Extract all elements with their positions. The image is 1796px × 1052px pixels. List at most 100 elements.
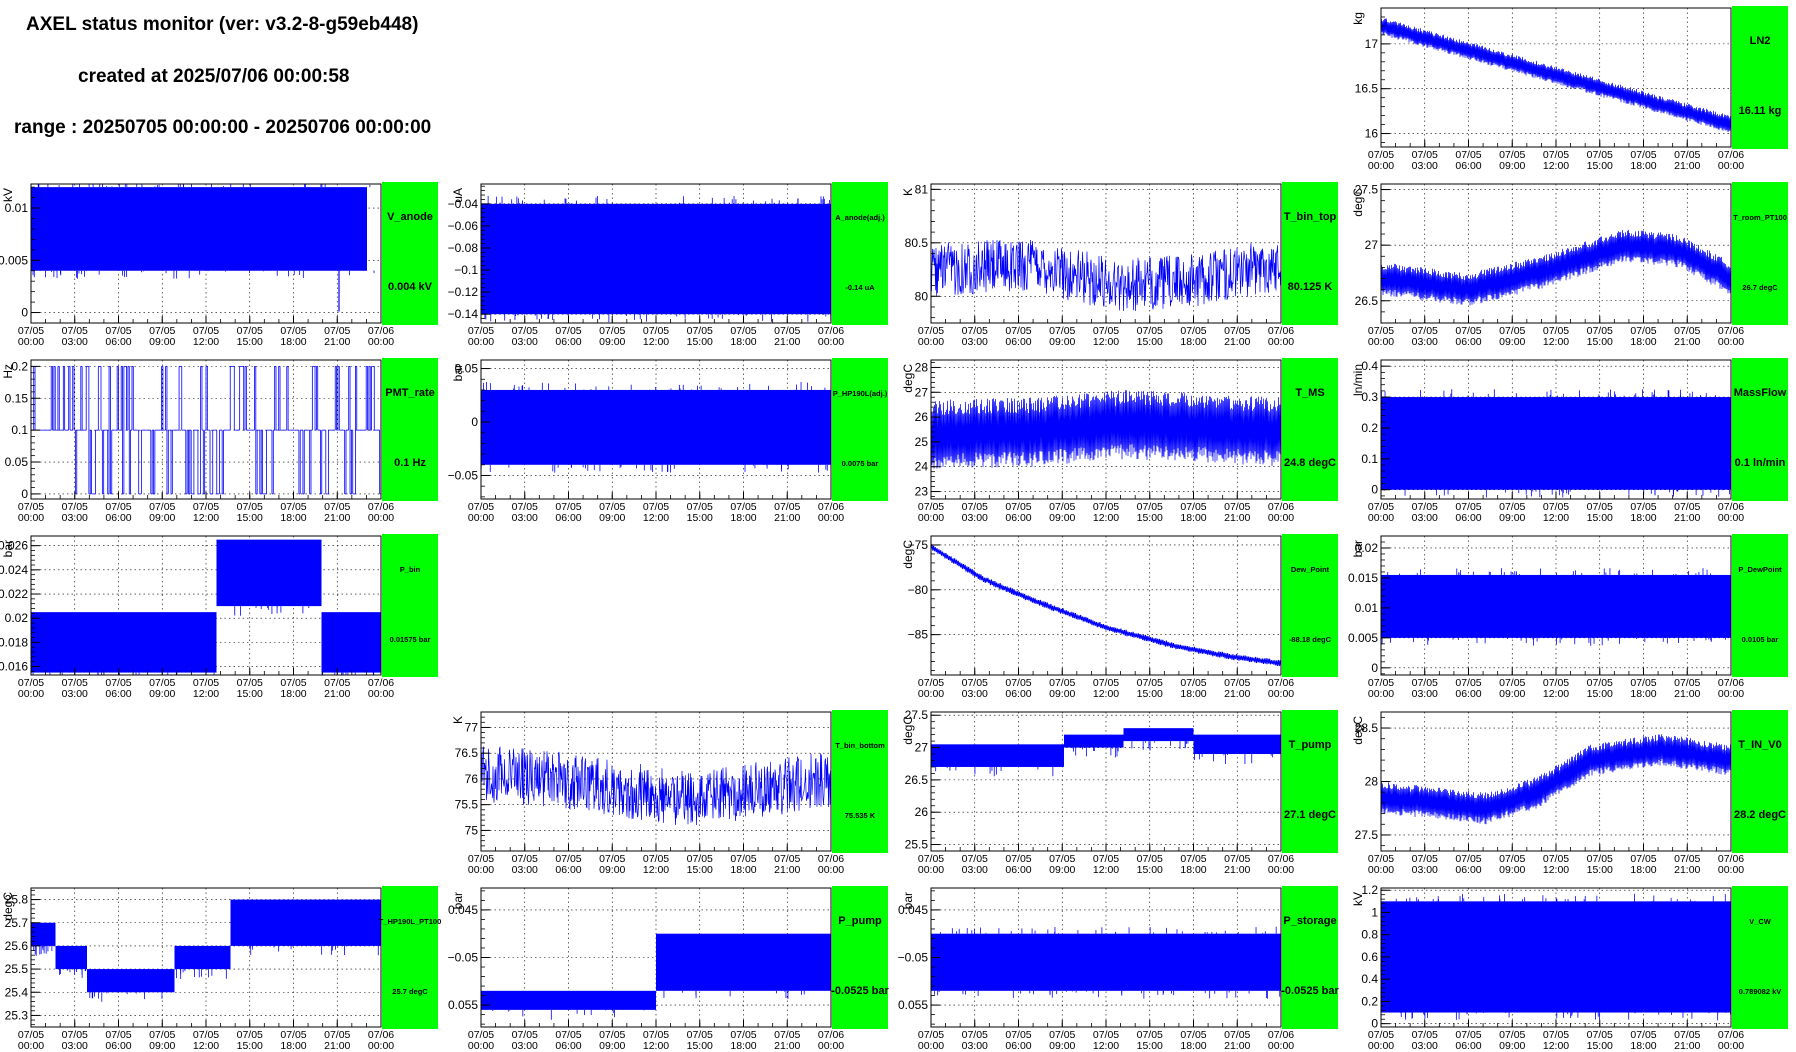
y-tick-label: 0.05 — [5, 455, 29, 469]
y-tick-label: 1.2 — [1361, 883, 1378, 897]
status-value: 0.0075 bar — [842, 459, 879, 468]
x-tick-label: 07/06 — [1268, 1029, 1294, 1041]
x-tick-label: 07/05 — [555, 853, 581, 865]
x-tick-label: 00:00 — [368, 512, 394, 524]
x-tick-label: 07/06 — [818, 501, 844, 513]
x-tick-label: 07/06 — [368, 1029, 394, 1041]
y-tick-label: 25.5 — [5, 962, 29, 976]
grid — [1381, 360, 1731, 499]
x-tick-label: 12:00 — [1093, 1040, 1119, 1052]
x-tick-label: 03:00 — [512, 1040, 538, 1052]
status-box — [832, 886, 888, 1029]
x-tick-label: 18:00 — [730, 1040, 756, 1052]
grid — [481, 888, 831, 1027]
x-tick-label: 21:00 — [1224, 688, 1250, 700]
status-value: 80.125 K — [1288, 281, 1333, 293]
x-tick-label: 15:00 — [237, 512, 263, 524]
y-tick-label: 0.026 — [0, 539, 28, 553]
y-tick-label: 25 — [915, 435, 929, 449]
x-tick-label: 07/05 — [730, 1029, 756, 1041]
panel-ln2: 1616.51707/0500:0007/0503:0007/0506:0007… — [1351, 6, 1788, 172]
data-band — [321, 612, 381, 673]
x-tick-label: 06:00 — [1455, 512, 1481, 524]
x-tick-label: 21:00 — [324, 1040, 350, 1052]
y-tick-label: 28 — [915, 360, 929, 374]
panel-t-pump: 25.52626.52727.507/0500:0007/0503:0007/0… — [901, 708, 1338, 876]
x-tick-label: 09:00 — [1049, 1040, 1075, 1052]
x-tick-label: 06:00 — [1005, 864, 1031, 876]
y-tick-label: 0.015 — [1348, 571, 1378, 585]
x-tick-label: 12:00 — [643, 512, 669, 524]
x-tick-label: 07/05 — [555, 501, 581, 513]
x-tick-label: 18:00 — [1630, 512, 1656, 524]
status-value: -0.14 uA — [845, 283, 875, 292]
y-tick-label: 75.5 — [455, 798, 479, 812]
x-tick-label: 12:00 — [643, 864, 669, 876]
x-tick-label: 07/05 — [1412, 1029, 1438, 1041]
status-name: A_anode(adj.) — [835, 213, 885, 222]
x-tick-label: 09:00 — [599, 864, 625, 876]
x-tick-label: 07/05 — [599, 853, 625, 865]
x-tick-label: 15:00 — [1587, 160, 1613, 172]
x-tick-label: 07/05 — [237, 1029, 263, 1041]
x-tick-label: 07/05 — [1180, 501, 1206, 513]
x-tick-label: 07/05 — [1499, 149, 1525, 161]
data-band — [481, 389, 831, 465]
y-tick-label: −0.05 — [448, 468, 479, 482]
y-tick-label: 77 — [465, 720, 479, 734]
x-tick-label: 03:00 — [1412, 336, 1438, 348]
y-tick-label: −0.08 — [448, 241, 479, 255]
x-tick-label: 18:00 — [1630, 160, 1656, 172]
x-tick-label: 07/05 — [280, 325, 306, 337]
x-tick-label: 07/05 — [774, 325, 800, 337]
x-tick-label: 07/06 — [368, 501, 394, 513]
x-tick-label: 15:00 — [1137, 864, 1163, 876]
status-value: 27.1 degC — [1284, 809, 1336, 821]
x-tick-label: 03:00 — [512, 512, 538, 524]
x-tick-label: 06:00 — [555, 336, 581, 348]
status-name: Dew_Point — [1291, 565, 1330, 574]
x-tick-label: 00:00 — [818, 336, 844, 348]
grid — [1381, 184, 1731, 323]
x-tick-label: 00:00 — [468, 1040, 494, 1052]
x-tick-label: 07/05 — [918, 325, 944, 337]
status-name: P_storage — [1283, 915, 1336, 927]
panel-t-bin-bottom: 7575.57676.57707/0500:0007/0503:0007/050… — [451, 710, 888, 876]
x-tick-label: 03:00 — [962, 1040, 988, 1052]
x-tick-label: 07/05 — [1224, 853, 1250, 865]
grid — [931, 360, 1281, 499]
monitor-title: AXEL status monitor (ver: v3.2-8-g59eb44… — [26, 14, 419, 35]
x-tick-label: 07/05 — [18, 677, 44, 689]
x-tick-label: 06:00 — [1005, 512, 1031, 524]
x-tick-label: 12:00 — [1543, 688, 1569, 700]
x-tick-label: 03:00 — [1412, 1040, 1438, 1052]
x-tick-label: 09:00 — [149, 512, 175, 524]
series-p-hp190l-adj — [481, 382, 831, 473]
status-value: 26.7 degC — [1742, 283, 1778, 292]
x-tick-label: 12:00 — [643, 1040, 669, 1052]
x-tick-label: 12:00 — [193, 336, 219, 348]
x-tick-label: 06:00 — [1455, 1040, 1481, 1052]
status-name: P_bin — [400, 565, 421, 574]
grid — [481, 712, 831, 851]
x-tick-label: 07/05 — [687, 325, 713, 337]
x-tick-label: 07/05 — [1499, 853, 1525, 865]
series-ln2 — [1381, 18, 1731, 134]
x-tick-label: 07/05 — [687, 501, 713, 513]
x-tick-label: 09:00 — [1499, 336, 1525, 348]
x-tick-label: 07/06 — [818, 1029, 844, 1041]
x-tick-label: 07/05 — [1455, 1029, 1481, 1041]
x-tick-label: 15:00 — [1137, 1040, 1163, 1052]
x-tick-label: 09:00 — [1499, 688, 1525, 700]
x-tick-label: 07/06 — [818, 853, 844, 865]
x-tick-label: 07/05 — [280, 501, 306, 513]
x-tick-label: 18:00 — [730, 864, 756, 876]
y-axis-unit: bar — [451, 364, 465, 381]
x-tick-label: 15:00 — [687, 336, 713, 348]
y-tick-label: 0.02 — [5, 611, 29, 625]
status-name: PMT_rate — [385, 387, 435, 399]
x-tick-label: 07/05 — [1499, 501, 1525, 513]
data-band — [931, 933, 1281, 991]
series-t-bin-top — [931, 239, 1281, 312]
x-tick-label: 03:00 — [62, 336, 88, 348]
